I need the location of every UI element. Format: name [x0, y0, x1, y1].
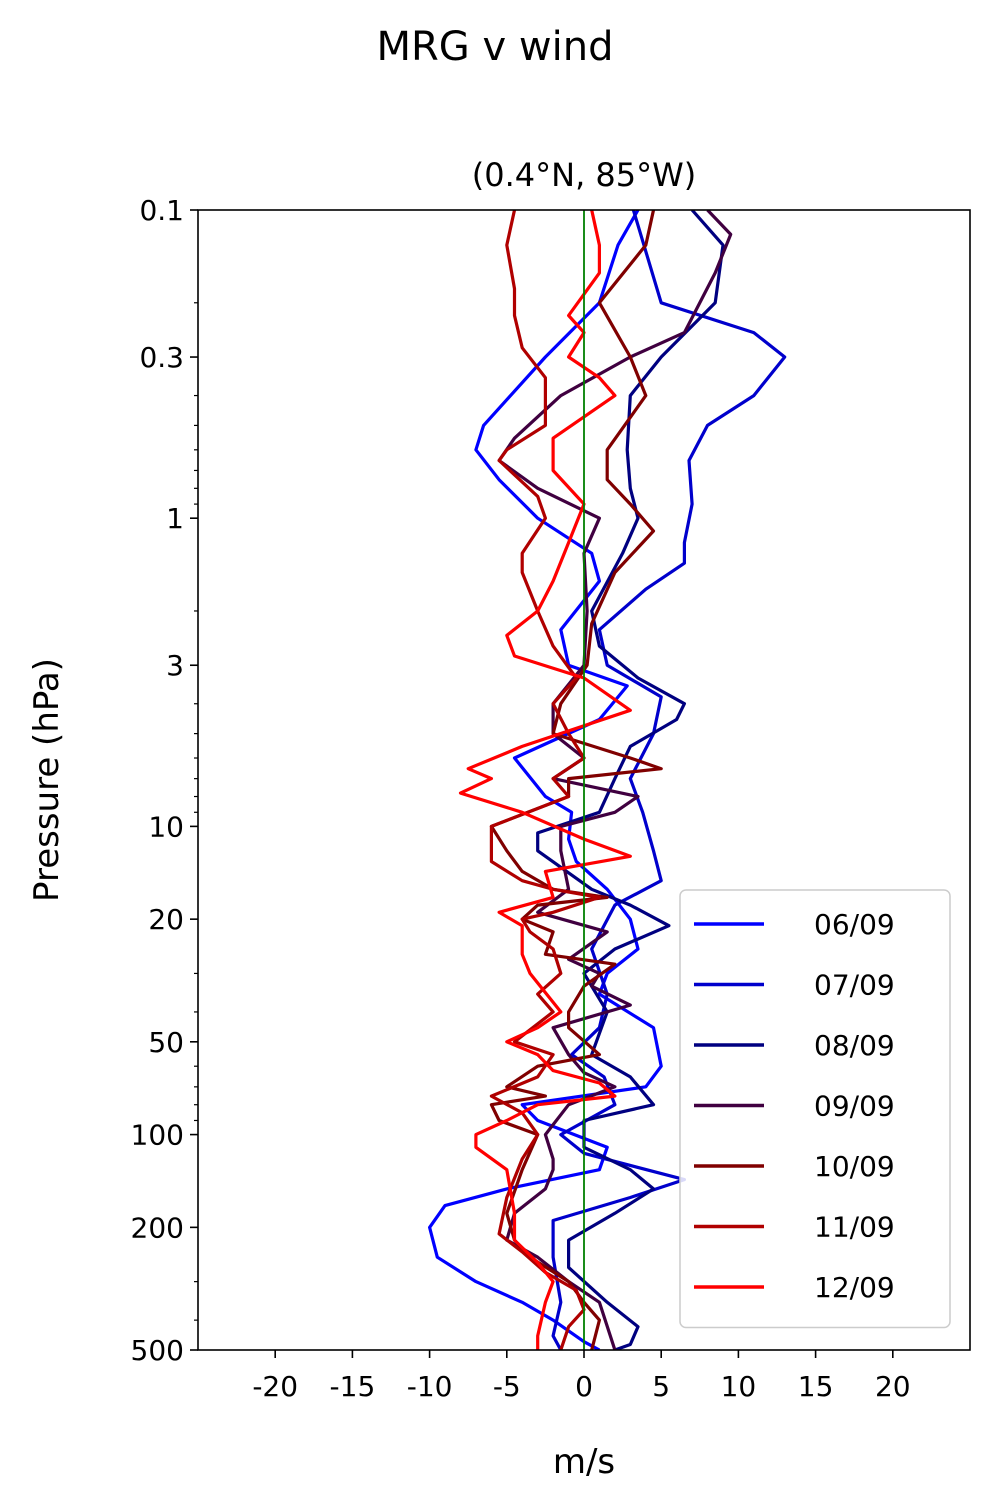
y-tick-label: 10 — [148, 810, 184, 843]
legend-entry: 06/09 — [814, 908, 895, 941]
y-tick-label: 200 — [131, 1211, 184, 1244]
chart-subtitle: (0.4°N, 85°W) — [472, 156, 697, 194]
series-line-12-09 — [458, 210, 632, 1350]
legend-entry: 09/09 — [814, 1090, 895, 1123]
x-tick-label: 5 — [652, 1370, 670, 1403]
legend-entry: 11/09 — [814, 1211, 895, 1244]
legend-entry: 07/09 — [814, 969, 895, 1002]
x-tick-label: -5 — [493, 1370, 521, 1403]
x-tick-label: -20 — [252, 1370, 298, 1403]
y-tick-label: 0.1 — [139, 194, 184, 227]
y-axis-label: Pressure (hPa) — [27, 658, 67, 902]
legend-entry: 10/09 — [814, 1150, 895, 1183]
x-tick-label: -15 — [330, 1370, 376, 1403]
x-tick-label: -10 — [407, 1370, 453, 1403]
x-axis-label: m/s — [553, 1442, 615, 1482]
series-line-10-09 — [489, 210, 663, 1350]
y-tick-label: 3 — [166, 649, 184, 682]
y-tick-label: 100 — [131, 1119, 184, 1152]
x-tick-label: 15 — [798, 1370, 834, 1403]
y-tick-label: 20 — [148, 903, 184, 936]
y-tick-label: 0.3 — [139, 341, 184, 374]
legend-entry: 12/09 — [814, 1271, 895, 1304]
series-line-11-09 — [489, 210, 602, 1350]
figure-title: MRG v wind — [376, 24, 614, 70]
legend-entry: 08/09 — [814, 1029, 895, 1062]
x-tick-label: 10 — [721, 1370, 757, 1403]
series-line-08-09 — [536, 210, 725, 1350]
y-tick-label: 1 — [166, 502, 184, 535]
y-tick-label: 500 — [131, 1334, 184, 1367]
legend-box — [679, 889, 951, 1329]
x-tick-label: 0 — [575, 1370, 593, 1403]
plot-area — [428, 210, 787, 1350]
y-tick-label: 50 — [148, 1026, 184, 1059]
x-tick-label: 20 — [875, 1370, 911, 1403]
series-line-07-09 — [551, 210, 787, 1350]
